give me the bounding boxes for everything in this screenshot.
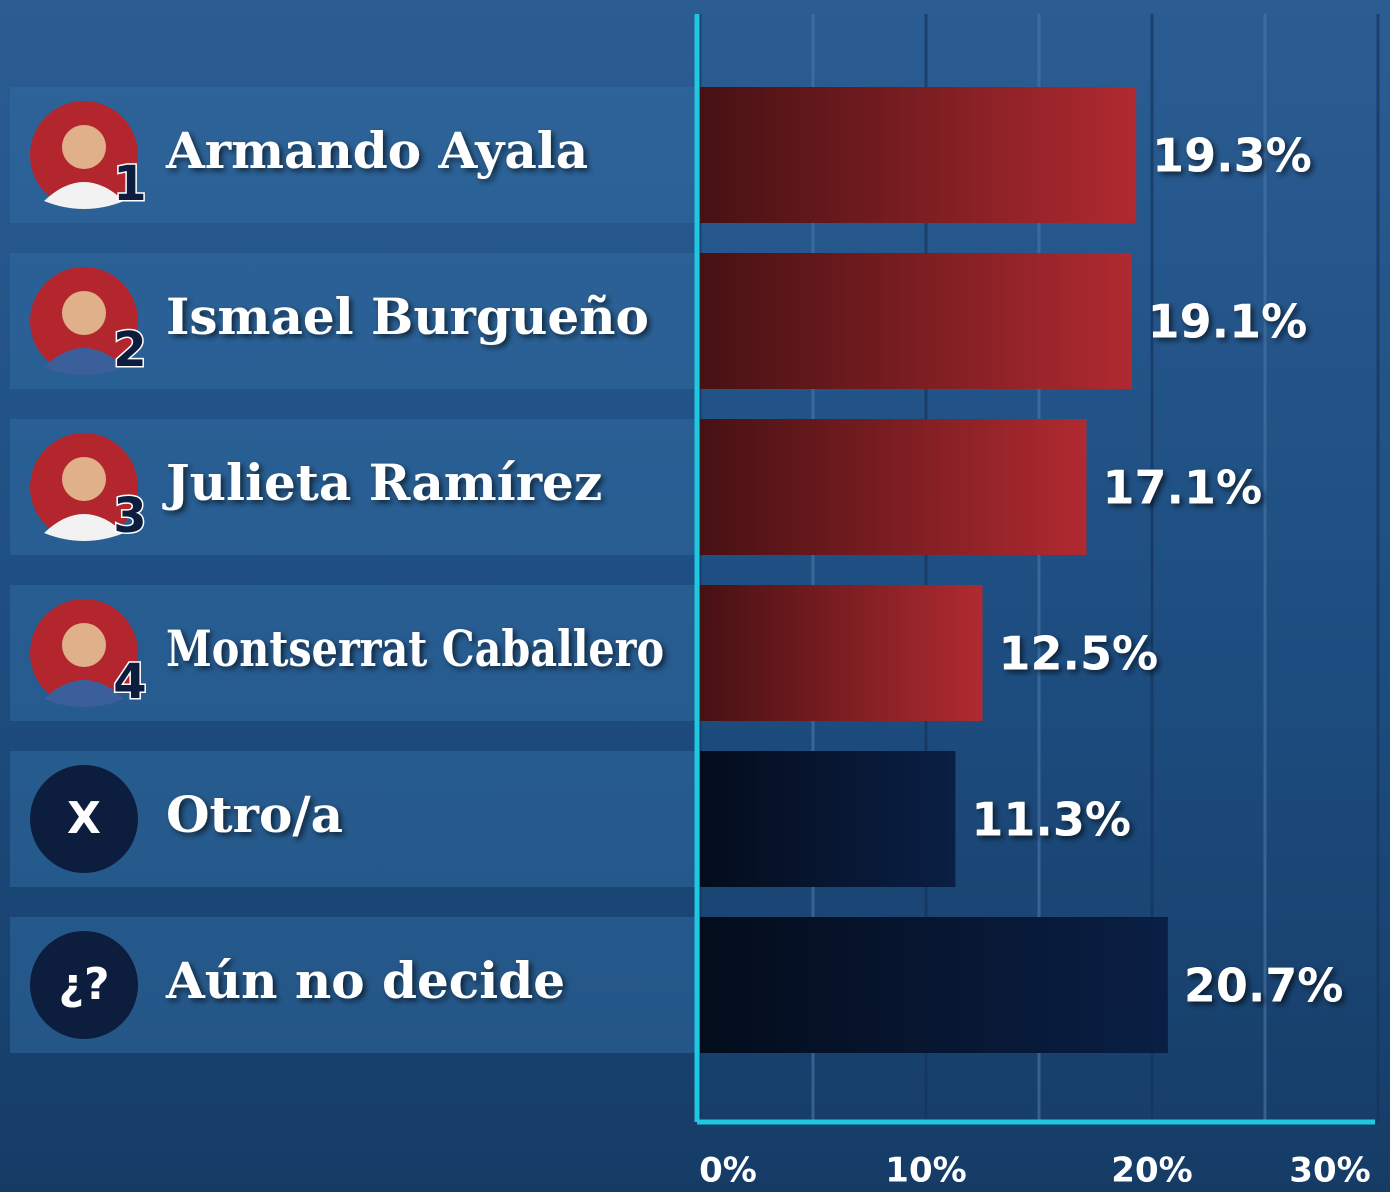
bar-shade — [700, 917, 1168, 1053]
badge-number: 2 — [113, 322, 146, 378]
badge-symbol: ¿? — [58, 959, 109, 1010]
value-label: 17.1% — [1102, 461, 1262, 515]
value-label: 19.1% — [1148, 295, 1308, 349]
bar-shade — [700, 253, 1132, 389]
category-label: Julieta Ramírez — [162, 453, 602, 512]
page: 0% 10% 20% 30% 1 Armando Ayala 19.3% 2 Ismael Bu… — [0, 0, 1390, 1192]
value-label: 11.3% — [971, 793, 1131, 847]
badge-number: 3 — [113, 488, 146, 544]
category-label: Ismael Burgueño — [166, 287, 649, 346]
x-tick-label: 0% — [699, 1151, 757, 1191]
category-label: Armando Ayala — [165, 121, 588, 180]
chart: 0% 10% 20% 30% 1 Armando Ayala 19.3% 2 Ismael Bu… — [0, 0, 1390, 1192]
badge-symbol: X — [67, 793, 101, 844]
x-tick-label: 10% — [885, 1151, 966, 1191]
photo-face — [62, 291, 106, 335]
category-label: Aún no decide — [165, 951, 565, 1010]
bar-shade — [700, 419, 1086, 555]
bar-shade — [700, 87, 1136, 223]
value-label: 19.3% — [1152, 129, 1312, 183]
bar-shade — [700, 585, 983, 721]
x-tick-label: 20% — [1111, 1151, 1192, 1191]
value-label: 12.5% — [999, 627, 1159, 681]
value-label: 20.7% — [1184, 959, 1344, 1013]
x-tick-label: 30% — [1289, 1151, 1370, 1191]
bar-shade — [700, 751, 955, 887]
photo-face — [62, 623, 106, 667]
category-label: Otro/a — [166, 785, 343, 844]
photo-face — [62, 125, 106, 169]
category-label: Montserrat Caballero — [166, 619, 664, 678]
badge-number: 1 — [113, 156, 146, 212]
photo-face — [62, 457, 106, 501]
badge-number: 4 — [113, 654, 146, 710]
